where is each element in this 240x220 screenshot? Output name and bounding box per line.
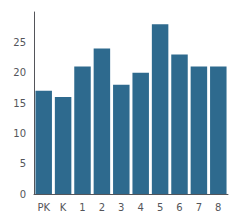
svg-text:20: 20: [13, 67, 26, 78]
svg-text:15: 15: [13, 98, 26, 109]
svg-text:5: 5: [20, 158, 26, 169]
svg-text:0: 0: [20, 189, 26, 200]
svg-text:10: 10: [13, 128, 26, 139]
svg-text:4: 4: [138, 202, 144, 213]
svg-text:2: 2: [99, 202, 105, 213]
svg-text:PK: PK: [37, 202, 50, 213]
svg-text:8: 8: [215, 202, 221, 213]
svg-text:7: 7: [196, 202, 202, 213]
svg-text:3: 3: [118, 202, 124, 213]
svg-text:6: 6: [176, 202, 182, 213]
svg-text:5: 5: [157, 202, 163, 213]
svg-text:25: 25: [13, 37, 26, 48]
svg-text:1: 1: [79, 202, 85, 213]
svg-text:K: K: [60, 202, 67, 213]
